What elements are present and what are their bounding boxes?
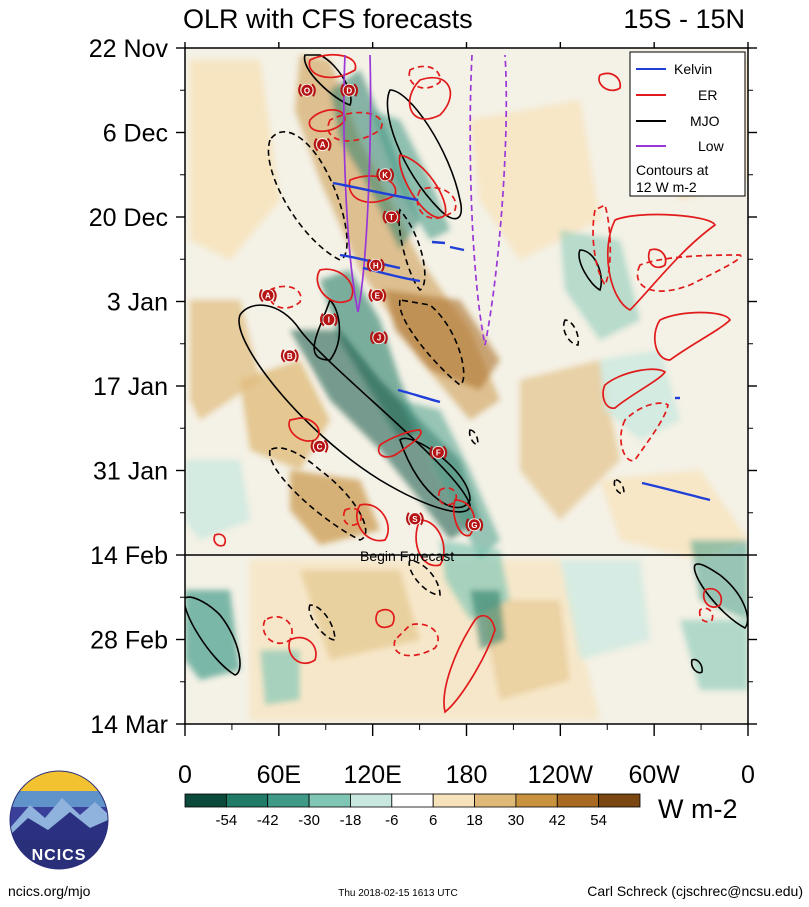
storm-marker: S: [406, 512, 424, 526]
colorbar-unit: W m-2: [658, 794, 737, 824]
storm-marker-label: E: [375, 291, 381, 300]
storm-marker: E: [368, 288, 387, 303]
storm-markers: O D A K T H A E I J B C F S G: [259, 83, 484, 532]
y-tick-label: 22 Nov: [89, 35, 169, 63]
colorbar-swatch: [391, 793, 434, 808]
storm-marker: K: [376, 168, 394, 182]
colorbar-swatch: [350, 793, 393, 808]
storm-marker: J: [370, 331, 388, 345]
legend-note-line2: 12 W m-2: [636, 179, 697, 195]
colorbar-tick-label: 6: [429, 812, 437, 829]
begin-forecast-label: Begin Forecast: [360, 548, 454, 564]
y-tick-label: 28 Feb: [90, 627, 168, 655]
colorbar-swatch: [474, 793, 517, 808]
y-tick-label: 31 Jan: [93, 458, 168, 486]
x-tick-label: 0: [741, 761, 755, 789]
x-axis: 0 60E 120E 180 120W 60W 0: [178, 42, 755, 789]
x-tick-label: 120W: [528, 761, 594, 789]
colorbar-swatch: [267, 793, 310, 808]
colorbar-swatch: [308, 793, 351, 808]
chart-region-label: 15S - 15N: [623, 4, 745, 34]
legend-label-low: Low: [698, 138, 725, 154]
colorbar-tick-label: 54: [590, 812, 607, 829]
colorbar-tick-label: 30: [508, 812, 525, 829]
mjo-contours: [185, 54, 748, 676]
storm-marker-label: I: [328, 316, 330, 325]
storm-marker-label: C: [317, 442, 323, 451]
colorbar-tick-label: -42: [257, 812, 279, 829]
y-tick-label: 6 Dec: [103, 120, 168, 148]
ncics-logo: NCICS: [9, 770, 109, 870]
storm-marker-label: O: [304, 86, 310, 95]
storm-marker: D: [340, 83, 359, 97]
legend: Kelvin ER MJO Low Contours at 12 W m-2: [629, 51, 746, 197]
x-tick-label: 120E: [343, 761, 401, 789]
kelvin-contours: [332, 181, 711, 502]
storm-marker: T: [382, 210, 401, 224]
storm-marker: A: [313, 137, 332, 152]
colorbar-swatch: [515, 793, 558, 808]
low-dashed-contours: [469, 54, 508, 346]
colorbar-tick-label: -30: [298, 812, 320, 829]
footer-website: ncics.org/mjo: [8, 883, 91, 899]
colorbar: -54 -42 -30 -18 -6 6 18 30 42 54: [184, 793, 641, 829]
colorbar-swatch: [556, 793, 600, 808]
y-axis: 22 Nov 6 Dec 20 Dec 3 Jan 17 Jan 31 Jan 14 Feb…: [89, 35, 757, 739]
er-contours: [213, 53, 732, 714]
storm-marker: I: [320, 312, 338, 327]
x-tick-label: 0: [178, 761, 192, 789]
storm-marker-label: A: [320, 141, 326, 150]
anomaly-shading: [185, 55, 748, 720]
colorbar-tick-label: 18: [466, 812, 483, 829]
colorbar-tick-label: -6: [385, 812, 398, 829]
storm-marker-label: A: [265, 291, 271, 300]
storm-marker: C: [310, 439, 329, 454]
storm-marker-label: B: [287, 352, 293, 361]
footer-author: Carl Schreck (cjschrec@ncsu.edu): [587, 883, 803, 899]
storm-marker-label: J: [377, 334, 381, 343]
low-contours: [343, 54, 372, 313]
colorbar-swatch: [184, 793, 227, 808]
x-tick-label: 60W: [628, 761, 680, 789]
storm-marker: A: [259, 288, 277, 303]
y-tick-label: 20 Dec: [89, 204, 168, 232]
colorbar-swatch: [225, 793, 269, 808]
colorbar-tick-label: -54: [216, 812, 238, 829]
storm-marker: B: [280, 349, 299, 363]
legend-label-er: ER: [698, 87, 717, 103]
y-tick-label: 17 Jan: [93, 373, 168, 401]
footer-timestamp: Thu 2018-02-15 1613 UTC: [338, 888, 458, 899]
storm-marker: O: [298, 83, 316, 97]
storm-marker-label: T: [389, 213, 394, 222]
legend-label-mjo: MJO: [690, 113, 720, 129]
storm-marker: H: [367, 258, 385, 272]
colorbar-tick-label: 42: [549, 812, 566, 829]
legend-label-kelvin: Kelvin: [674, 61, 712, 77]
x-tick-label: 180: [446, 761, 488, 789]
storm-marker-label: D: [346, 86, 352, 95]
y-tick-label: 14 Feb: [90, 542, 168, 570]
storm-marker-label: F: [436, 448, 441, 457]
chart-title: OLR with CFS forecasts: [183, 4, 473, 34]
colorbar-swatch: [598, 793, 641, 808]
colorbar-swatch: [432, 793, 475, 808]
storm-marker: F: [429, 445, 448, 460]
storm-marker-label: H: [373, 261, 379, 270]
storm-marker-label: S: [412, 515, 418, 524]
colorbar-tick-label: -18: [340, 812, 362, 829]
legend-note-line1: Contours at: [636, 162, 708, 178]
storm-marker-label: K: [382, 171, 388, 180]
storm-marker-label: G: [471, 521, 477, 530]
y-tick-label: 14 Mar: [90, 711, 168, 739]
x-tick-label: 60E: [257, 761, 301, 789]
storm-marker: G: [465, 518, 484, 532]
y-tick-label: 3 Jan: [107, 289, 168, 317]
er-dashed-contours: [262, 65, 742, 657]
mjo-dashed-contours: [267, 131, 625, 641]
logo-text: NCICS: [32, 847, 87, 864]
